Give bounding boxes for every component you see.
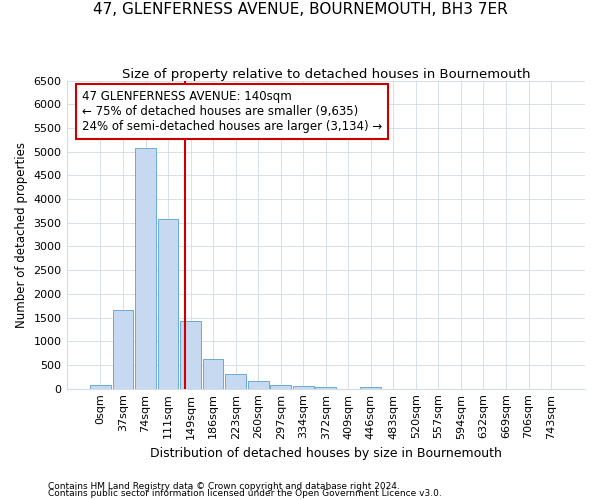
- Text: Contains HM Land Registry data © Crown copyright and database right 2024.: Contains HM Land Registry data © Crown c…: [48, 482, 400, 491]
- Bar: [225, 374, 246, 388]
- Y-axis label: Number of detached properties: Number of detached properties: [15, 142, 28, 328]
- Bar: [271, 385, 291, 388]
- Bar: [203, 359, 223, 388]
- Title: Size of property relative to detached houses in Bournemouth: Size of property relative to detached ho…: [122, 68, 530, 80]
- Bar: [180, 321, 201, 388]
- Text: 47, GLENFERNESS AVENUE, BOURNEMOUTH, BH3 7ER: 47, GLENFERNESS AVENUE, BOURNEMOUTH, BH3…: [92, 2, 508, 18]
- Text: Contains public sector information licensed under the Open Government Licence v3: Contains public sector information licen…: [48, 489, 442, 498]
- Bar: [90, 385, 111, 388]
- Bar: [248, 382, 269, 388]
- Text: 47 GLENFERNESS AVENUE: 140sqm
← 75% of detached houses are smaller (9,635)
24% o: 47 GLENFERNESS AVENUE: 140sqm ← 75% of d…: [82, 90, 382, 132]
- X-axis label: Distribution of detached houses by size in Bournemouth: Distribution of detached houses by size …: [150, 447, 502, 460]
- Bar: [293, 386, 314, 388]
- Bar: [113, 310, 133, 388]
- Bar: [158, 219, 178, 388]
- Bar: [135, 148, 156, 388]
